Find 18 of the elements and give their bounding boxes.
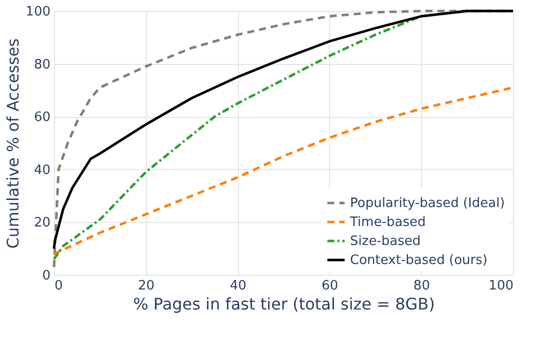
y-tick-label: 0 bbox=[42, 268, 50, 284]
x-tick-label: 100 bbox=[488, 278, 514, 294]
x-tick-label: 0 bbox=[54, 278, 63, 294]
legend-label: Size-based bbox=[350, 234, 421, 249]
x-tick-label: 60 bbox=[322, 278, 338, 294]
x-tick-label: 40 bbox=[230, 278, 246, 294]
y-tick-label: 40 bbox=[34, 162, 50, 178]
legend-label: Popularity-based (Ideal) bbox=[350, 196, 505, 211]
y-tick-label: 80 bbox=[34, 57, 50, 72]
y-axis-title: Cumulative % of Accesses bbox=[4, 38, 23, 249]
x-tick-label: 20 bbox=[138, 278, 155, 294]
legend-label: Context-based (ours) bbox=[350, 253, 488, 268]
legend-label: Time-based bbox=[349, 215, 426, 230]
y-tick-label: 60 bbox=[34, 110, 50, 126]
y-tick-label: 100 bbox=[26, 4, 50, 20]
x-tick-label: 80 bbox=[413, 278, 430, 294]
x-axis-title: % Pages in fast tier (total size = 8GB) bbox=[133, 294, 435, 314]
y-tick-label: 20 bbox=[34, 216, 50, 231]
